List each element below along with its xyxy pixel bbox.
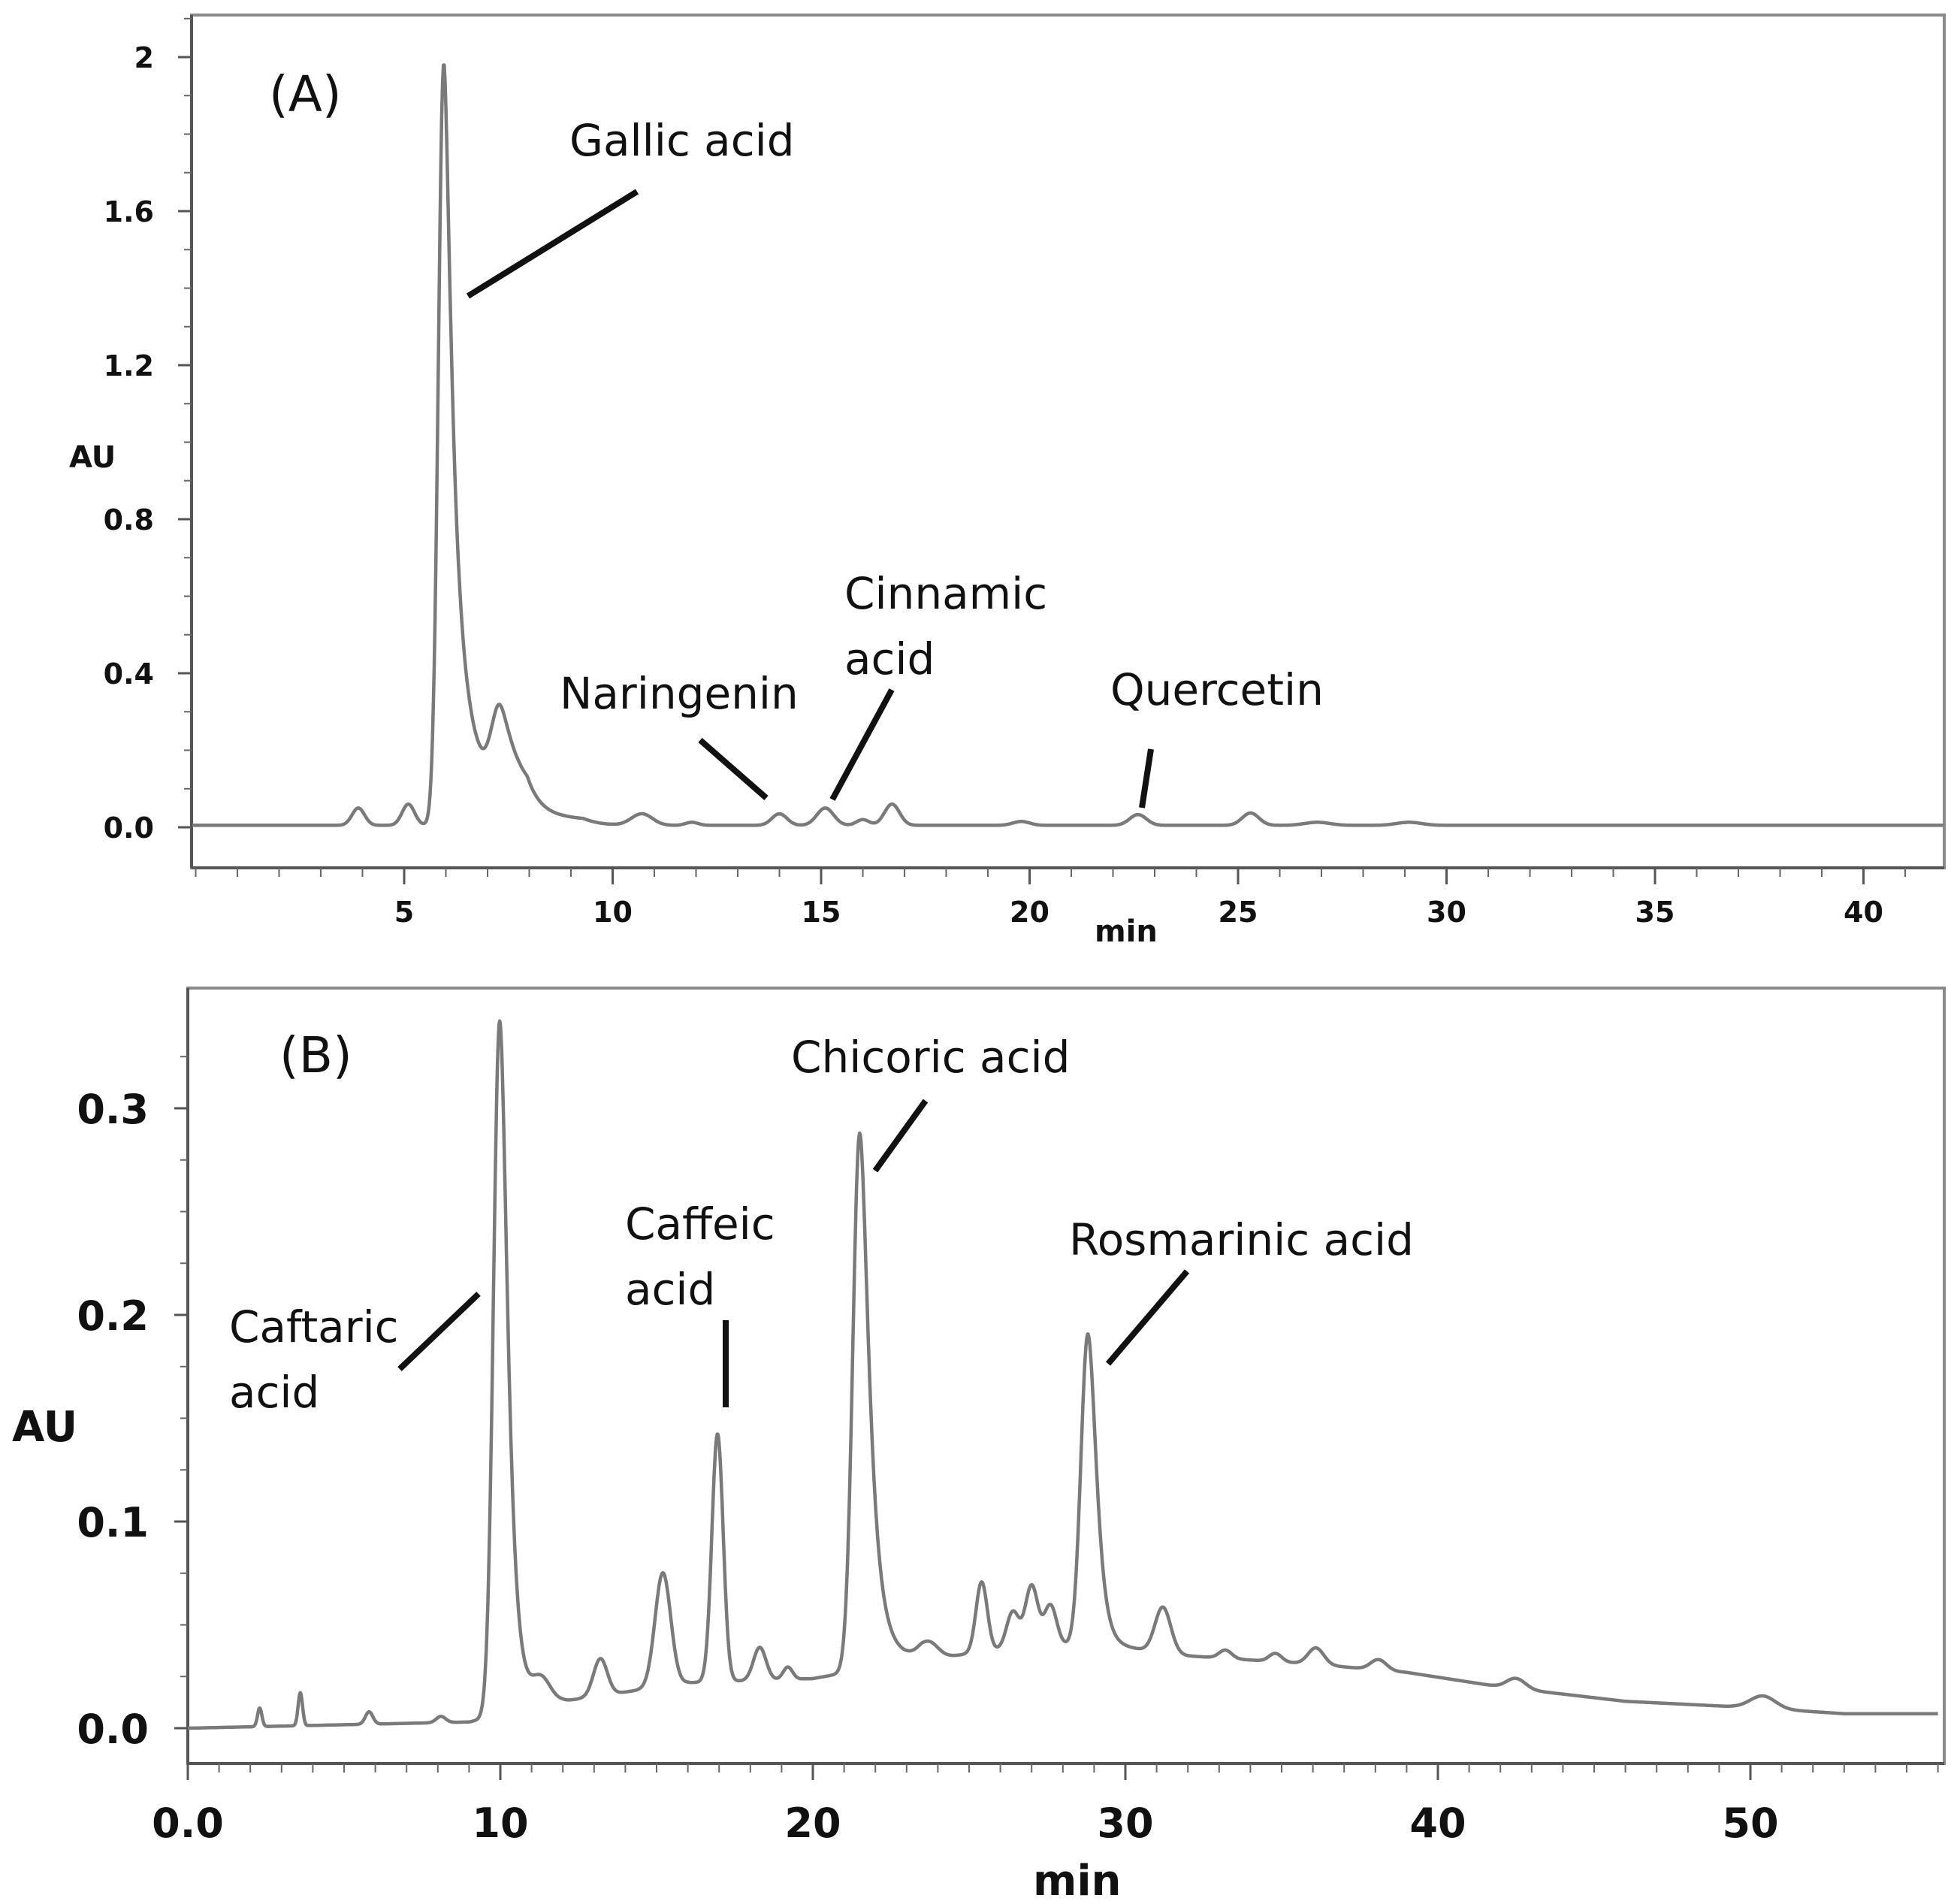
- b-x-tick-label: 40: [1409, 1800, 1466, 1847]
- panel-b-y-axis-title: AU: [12, 1403, 77, 1452]
- panel-b-chromatogram-trace: [186, 1019, 1940, 1730]
- leader-cinnamic-acid: [829, 688, 895, 801]
- peak-label-cinnamic-acid-line2: acid: [844, 633, 935, 685]
- panel-b-x-axis-title: min: [1033, 1857, 1121, 1904]
- a-x-tick-label: 10: [593, 896, 633, 929]
- b-y-tick-label: 0.3: [77, 1086, 149, 1133]
- a-x-tick-label: 40: [1844, 896, 1883, 929]
- panel-b-frame: [186, 987, 1946, 1765]
- panel-a-x-axis-title: min: [1095, 914, 1158, 949]
- a-y-tick-label: 1.6: [104, 195, 154, 228]
- annotation-naringenin: Naringenin: [560, 668, 799, 801]
- a-x-tick-label: 15: [802, 896, 841, 929]
- panel-a-y-axis-title: AU: [69, 440, 116, 475]
- a-y-tick-label: 0.4: [104, 657, 154, 691]
- leader-gallic-acid: [466, 189, 639, 299]
- a-y-tick-label: 2: [134, 41, 154, 74]
- panel-a: 5 10 15 20 25 30 35 40 0.00.40.81.21.62 (A) AU …: [69, 14, 1946, 949]
- peak-label-naringenin: Naringenin: [560, 668, 799, 719]
- panel-a-chromatogram-trace: [191, 63, 1945, 827]
- peak-label-caftaric-acid-line1: Caftaric: [229, 1301, 399, 1352]
- peak-label-rosmarinic-acid: Rosmarinic acid: [1069, 1214, 1414, 1265]
- b-x-tick-label: 20: [784, 1800, 841, 1847]
- b-y-tick-label: 0.0: [77, 1706, 149, 1753]
- annotation-caffeic-acid: Caffeic acid: [625, 1198, 775, 1407]
- panel-b-x-ticks: 0.0 10 20 30 40 50: [152, 1763, 1939, 1847]
- annotation-gallic-acid: Gallic acid: [466, 115, 795, 299]
- b-y-tick-label: 0.2: [77, 1292, 149, 1340]
- annotation-rosmarinic-acid: Rosmarinic acid: [1069, 1214, 1414, 1366]
- annotation-caftaric-acid: Caftaric acid: [229, 1292, 481, 1418]
- b-x-tick-label: 30: [1097, 1800, 1153, 1847]
- leader-quercetin: [1139, 748, 1154, 808]
- a-y-tick-label: 1.2: [104, 349, 154, 382]
- a-x-tick-label: 35: [1635, 896, 1675, 929]
- b-y-tick-label: 0.1: [77, 1499, 149, 1546]
- a-y-tick-label: 0.8: [104, 503, 154, 536]
- leader-naringenin: [698, 737, 769, 801]
- peak-label-quercetin: Quercetin: [1110, 664, 1324, 715]
- a-x-tick-label: 25: [1219, 896, 1258, 929]
- leader-caftaric-acid: [397, 1292, 481, 1371]
- b-x-tick-label: 10: [472, 1800, 528, 1847]
- peak-label-caftaric-acid-line2: acid: [229, 1367, 319, 1418]
- panel-b-y-ticks: 0.0 0.1 0.2 0.3: [77, 1056, 188, 1753]
- panel-a-label: (A): [269, 65, 342, 123]
- panel-b: 0.0 10 20 30 40 50 0.0 0.1 0.2 0.3 (B) AU min Ca…: [12, 987, 1946, 1904]
- peak-label-chicoric-acid: Chicoric acid: [791, 1032, 1070, 1083]
- peak-label-gallic-acid: Gallic acid: [569, 115, 795, 166]
- annotation-cinnamic-acid: Cinnamic acid: [829, 568, 1047, 801]
- a-x-tick-label: 30: [1427, 896, 1466, 929]
- a-x-tick-label: 20: [1010, 896, 1049, 929]
- panel-b-label: (B): [279, 1026, 352, 1084]
- a-x-tick-label: 5: [394, 896, 414, 929]
- panel-a-x-ticks: 5 10 15 20 25 30 35 40: [195, 868, 1906, 929]
- peak-label-caffeic-acid-line2: acid: [625, 1264, 715, 1315]
- a-y-tick-label: 0.0: [104, 811, 154, 845]
- peak-label-caffeic-acid-line1: Caffeic: [625, 1198, 775, 1250]
- panel-a-y-ticks: 0.0 0.4 0.8 1.2 1.6 2: [104, 17, 192, 845]
- leader-rosmarinic-acid: [1105, 1269, 1190, 1366]
- annotation-quercetin: Quercetin: [1110, 664, 1324, 808]
- leader-chicoric-acid: [872, 1099, 929, 1173]
- b-x-tick-label: 0.0: [152, 1800, 224, 1847]
- annotation-chicoric-acid: Chicoric acid: [791, 1032, 1070, 1173]
- peak-label-cinnamic-acid-line1: Cinnamic: [844, 568, 1047, 619]
- b-x-tick-label: 50: [1722, 1800, 1778, 1847]
